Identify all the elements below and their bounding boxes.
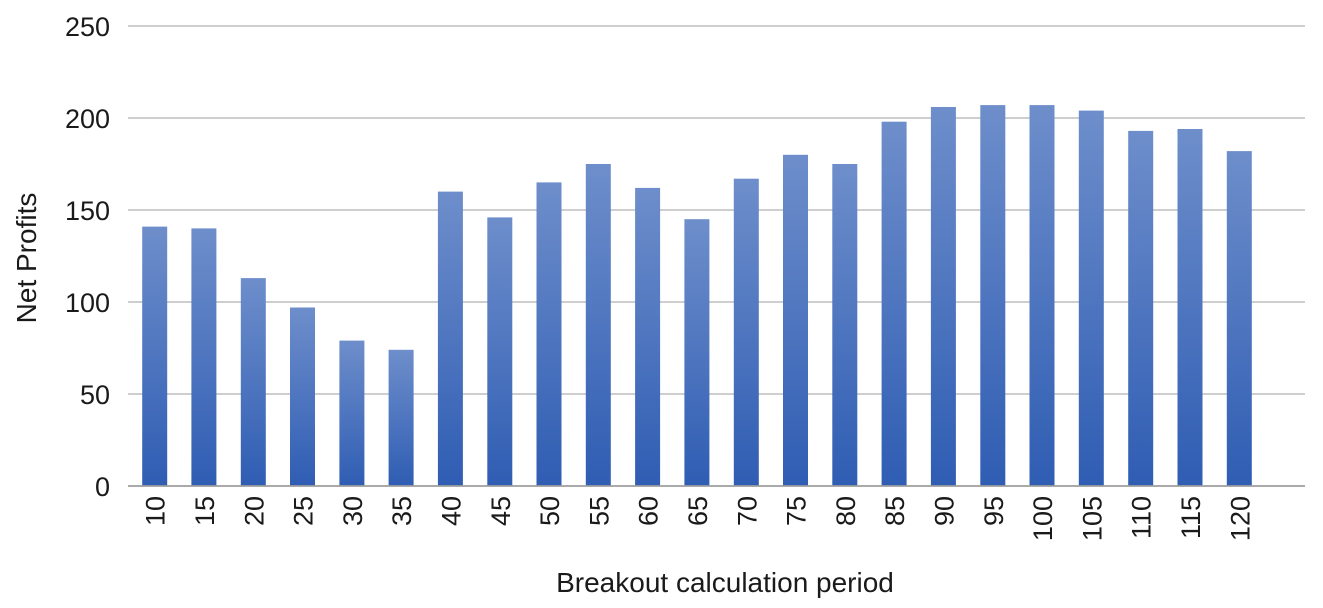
x-tick-label: 55 [584, 496, 614, 526]
x-tick-label: 65 [683, 496, 713, 526]
x-tick-label: 35 [387, 496, 417, 526]
x-tick-label: 100 [1028, 496, 1058, 541]
bar-95 [980, 105, 1006, 486]
y-axis-title: Net Profits [11, 193, 42, 324]
bar-15 [191, 228, 217, 486]
x-tick-label: 85 [880, 496, 910, 526]
y-tick-label: 50 [80, 380, 110, 410]
bar-105 [1078, 110, 1104, 486]
x-tick-label: 95 [979, 496, 1009, 526]
x-tick-label: 45 [486, 496, 516, 526]
bar-45 [487, 217, 513, 486]
bar-70 [733, 178, 759, 486]
bar-55 [585, 164, 611, 486]
bar-75 [783, 154, 808, 487]
bars [142, 105, 1252, 487]
x-tick-labels: 10 15 20 25 30 35 40 45 50 55 60 65 70 75 80 85 90 95 100 1… [141, 496, 1256, 541]
bar-120 [1226, 151, 1252, 486]
bar-20 [240, 278, 266, 486]
bar-50 [536, 182, 562, 486]
x-axis-title: Breakout calculation period [556, 567, 894, 598]
x-tick-label: 80 [831, 496, 861, 526]
x-tick-label: 70 [732, 496, 762, 526]
y-tick-labels: 0 50 100 150 200 250 [65, 12, 110, 502]
gridlines [128, 25, 1305, 395]
bar-100 [1029, 105, 1055, 486]
y-tick-label: 100 [65, 288, 110, 318]
bar-30 [339, 340, 365, 486]
x-tick-label: 10 [141, 496, 171, 526]
bar-110 [1128, 130, 1154, 486]
bar-90 [930, 107, 956, 486]
x-tick-label: 115 [1176, 496, 1206, 539]
bar-60 [635, 187, 661, 486]
x-tick-label: 110 [1127, 496, 1157, 539]
x-tick-label: 50 [535, 496, 565, 526]
bar-65 [684, 219, 710, 486]
x-tick-label: 30 [338, 496, 368, 526]
x-tick-label: 60 [634, 496, 664, 526]
bar-80 [832, 164, 858, 486]
bar-10 [142, 226, 168, 486]
y-tick-label: 250 [65, 12, 110, 42]
bar-40 [437, 191, 463, 486]
x-tick-label: 40 [436, 496, 466, 526]
y-tick-label: 200 [65, 104, 110, 134]
bar-115 [1177, 129, 1203, 486]
x-tick-label: 75 [782, 496, 812, 526]
y-tick-label: 0 [95, 472, 110, 502]
bar-35 [388, 349, 414, 486]
bar-85 [881, 121, 907, 486]
x-tick-label: 15 [190, 496, 220, 526]
x-tick-label: 120 [1225, 496, 1255, 541]
x-tick-label: 90 [929, 496, 959, 526]
bar-25 [290, 307, 315, 486]
x-tick-label: 20 [239, 496, 269, 526]
x-tick-label: 105 [1077, 496, 1107, 541]
x-tick-label: 25 [289, 496, 319, 526]
y-tick-label: 150 [65, 196, 110, 226]
